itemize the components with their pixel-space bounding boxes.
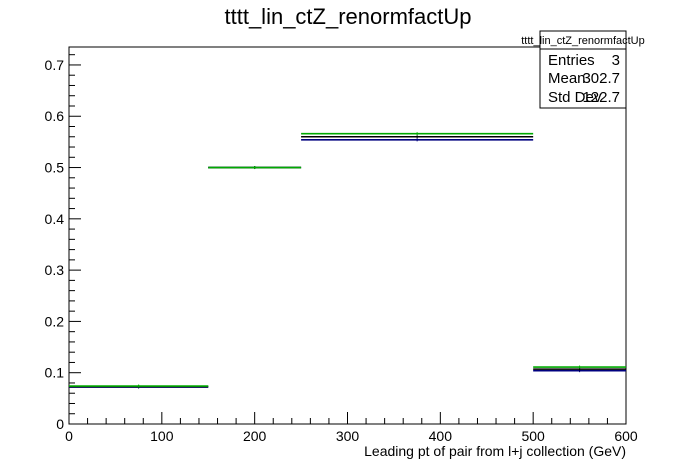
chart-title: tttt_lin_ctZ_renormfactUp <box>225 4 472 29</box>
x-axis: 0 100 200 300 400 500 600 <box>65 412 638 444</box>
stats-entries-value: 3 <box>612 52 620 69</box>
stats-stddev-label: Std Dev <box>548 89 602 106</box>
x-tick-label: 500 <box>521 428 545 444</box>
x-tick-label: 300 <box>336 428 360 444</box>
x-tick-label: 400 <box>429 428 453 444</box>
histogram-series <box>69 132 626 389</box>
y-tick-label: 0.7 <box>45 57 65 73</box>
stats-stddev-value: 122.7 <box>582 89 620 106</box>
y-tick-label: 0 <box>56 416 64 432</box>
x-tick-label: 200 <box>243 428 267 444</box>
stats-mean-value: 302.7 <box>582 70 620 87</box>
y-tick-label: 0.4 <box>45 211 65 227</box>
y-tick-label: 0.6 <box>45 108 65 124</box>
y-tick-label: 0.1 <box>45 365 65 381</box>
stats-mean-label: Mean <box>548 70 586 87</box>
x-tick-label: 100 <box>150 428 174 444</box>
y-axis: 0 0.1 0.2 0.3 0.4 0.5 0.6 0.7 <box>45 54 81 432</box>
y-tick-label: 0.5 <box>45 160 65 176</box>
stats-box-title: tttt_lin_ctZ_renormfactUp <box>521 35 645 47</box>
x-axis-label: Leading pt of pair from l+j collection (… <box>364 443 626 459</box>
x-tick-label: 600 <box>614 428 638 444</box>
stats-box: tttt_lin_ctZ_renormfactUp Entries 3 Mean… <box>521 30 645 109</box>
stats-entries-label: Entries <box>548 52 595 69</box>
y-tick-label: 0.3 <box>45 262 65 278</box>
y-tick-label: 0.2 <box>45 313 65 329</box>
x-tick-label: 0 <box>65 428 73 444</box>
stats-box-frame <box>539 30 627 109</box>
